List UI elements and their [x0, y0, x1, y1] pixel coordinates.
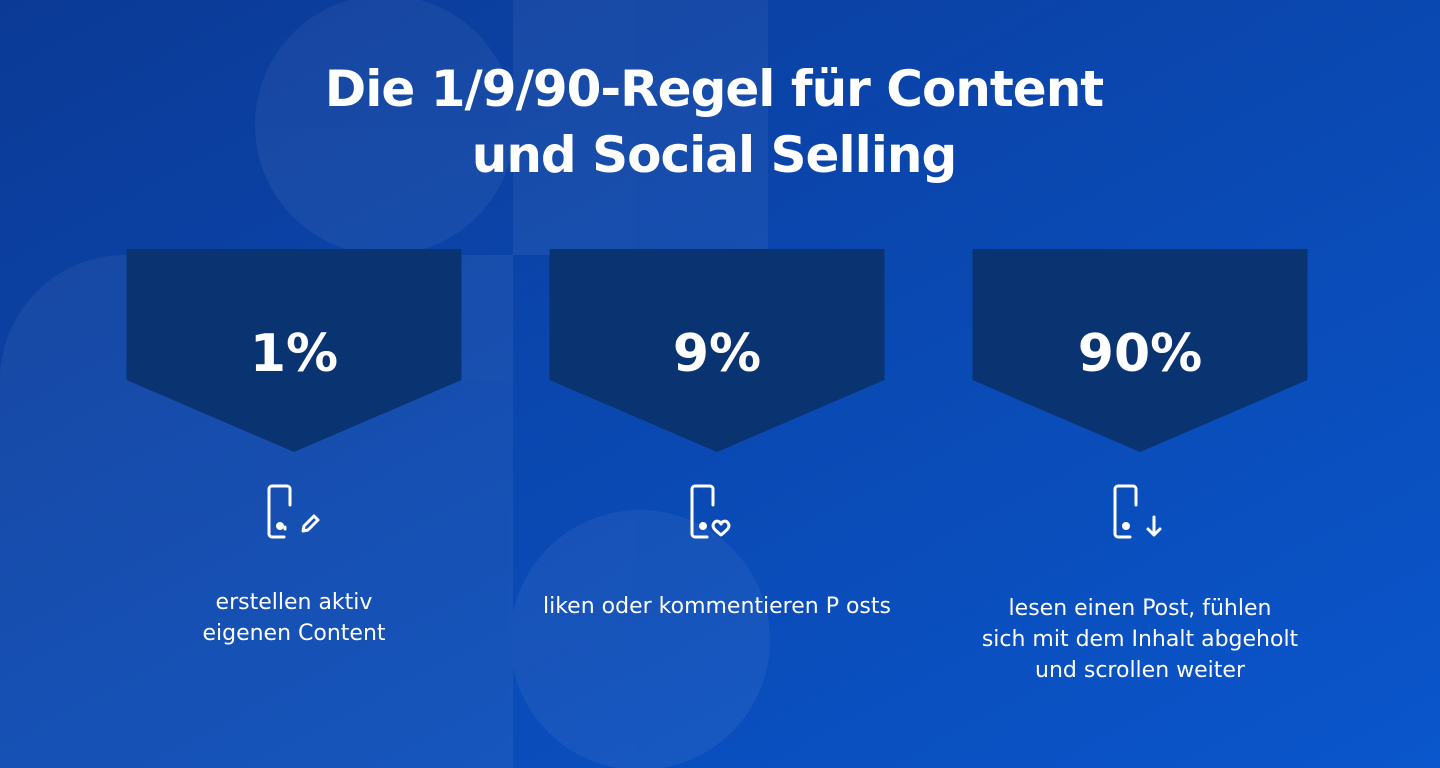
icon	[690, 484, 731, 539]
description: erstellen aktiv	[216, 590, 373, 615]
arrow-box	[549, 249, 885, 452]
description: eigenen Content	[202, 621, 385, 646]
arrow-box	[126, 249, 462, 452]
title: und Social Selling	[472, 126, 957, 184]
arrow-box	[972, 249, 1308, 452]
icon-symbol	[1146, 515, 1162, 537]
percent: 90%	[1078, 324, 1202, 384]
icon-symbol	[283, 514, 320, 533]
description: lesen einen Post, fühlen	[1009, 596, 1272, 621]
icon-frame	[690, 484, 715, 539]
percent: 9%	[673, 324, 761, 384]
icon	[1113, 484, 1162, 539]
description: liken oder kommentieren P osts	[543, 594, 891, 619]
icon-dot	[276, 522, 284, 530]
icon-dot	[1122, 522, 1130, 530]
description: sich mit dem Inhalt abgeholt	[982, 627, 1299, 652]
icon-frame	[1113, 484, 1138, 539]
percent: 1%	[250, 324, 338, 384]
title: Die 1/9/90-Regel für Content	[325, 60, 1104, 118]
icon-dot	[699, 522, 707, 530]
icon	[267, 484, 320, 539]
content: Die 1/9/90-Regel für Content und Social S…	[126, 60, 1308, 683]
description: und scrollen weiter	[1035, 658, 1246, 683]
icon-frame	[267, 484, 292, 539]
icon-symbol	[711, 519, 731, 537]
